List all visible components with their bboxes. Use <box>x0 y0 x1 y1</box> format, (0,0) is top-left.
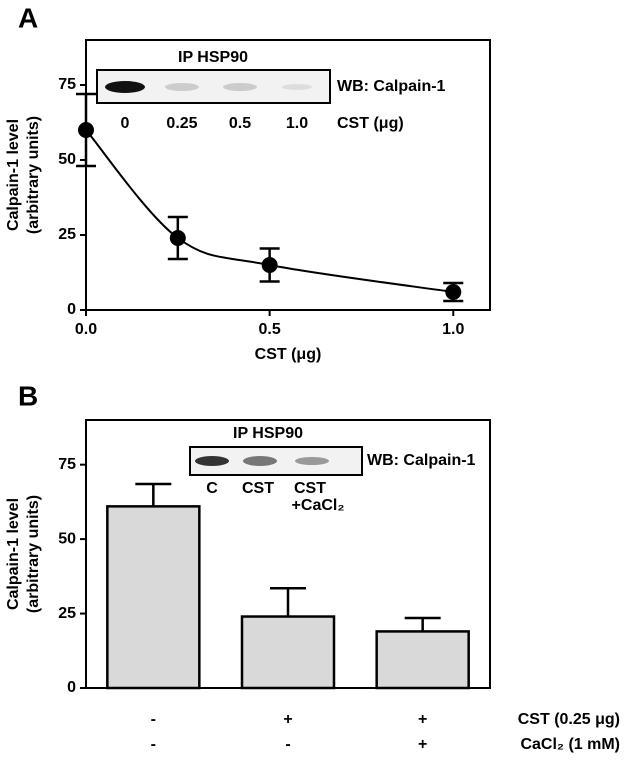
y-tick-label: 0 <box>67 301 76 318</box>
y-tick-label: 75 <box>58 456 76 473</box>
lane-label: 0.25 <box>166 115 197 132</box>
condition-sign: - <box>151 736 156 753</box>
lane-label: CST <box>294 480 326 497</box>
y-tick-label: 50 <box>58 530 76 547</box>
condition-sign: + <box>418 711 427 728</box>
panel-label: B <box>18 380 38 411</box>
lane-label: 0.5 <box>229 115 251 132</box>
bar <box>240 615 336 690</box>
blot-inset <box>96 69 331 104</box>
y-tick-label: 75 <box>58 76 76 93</box>
data-point <box>169 230 186 246</box>
y-axis-label: (arbitrary units) <box>25 116 42 234</box>
y-axis-label: Calpain-1 level <box>5 498 22 610</box>
inset-title: IP HSP90 <box>178 49 248 66</box>
x-tick-label: 0.5 <box>259 321 281 338</box>
error-bar <box>135 482 172 507</box>
x-tick-label: 0.0 <box>75 321 97 338</box>
lane-note: +CaCl₂ <box>292 497 345 514</box>
lane-label: 0 <box>121 115 130 132</box>
x-tick-label: 1.0 <box>442 321 464 338</box>
panel-label: A <box>18 2 38 33</box>
x-axis-label: CST (μg) <box>255 346 322 363</box>
data-point <box>445 284 462 300</box>
bar <box>375 630 470 690</box>
condition-sign: + <box>283 711 292 728</box>
y-tick-label: 50 <box>58 151 76 168</box>
lane-label: 1.0 <box>286 115 308 132</box>
condition-name: CST (0.25 μg) <box>518 711 620 728</box>
blot-inset <box>189 446 363 476</box>
condition-name: CaCl₂ (1 mM) <box>520 736 620 753</box>
lane-unit: CST (μg) <box>337 115 404 132</box>
fit-line <box>85 129 454 293</box>
lane-label: C <box>206 480 218 497</box>
lane-label: CST <box>242 480 274 497</box>
condition-sign: - <box>151 711 156 728</box>
y-axis-label: (arbitrary units) <box>25 495 42 613</box>
y-axis-label: Calpain-1 level <box>5 119 22 231</box>
inset-label: WB: Calpain-1 <box>367 452 476 469</box>
data-point <box>261 257 278 273</box>
inset-label: WB: Calpain-1 <box>337 78 446 95</box>
plot-frame <box>85 39 491 311</box>
error-bar <box>404 616 441 632</box>
y-tick-label: 25 <box>58 605 76 622</box>
data-point <box>78 122 94 138</box>
condition-sign: + <box>418 736 427 753</box>
error-bar <box>270 586 306 617</box>
bar <box>106 505 201 690</box>
y-tick-label: 25 <box>58 226 76 243</box>
inset-title: IP HSP90 <box>233 425 303 442</box>
y-tick-label: 0 <box>67 679 76 696</box>
condition-sign: - <box>285 736 290 753</box>
